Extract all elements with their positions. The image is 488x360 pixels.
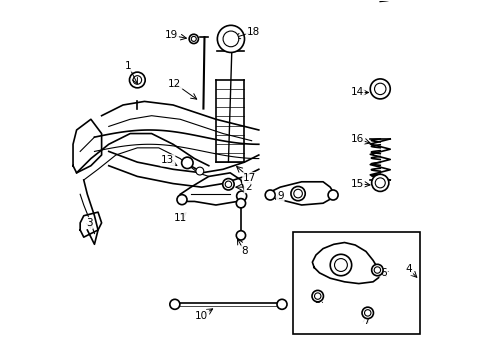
Text: 12: 12: [168, 78, 181, 89]
Circle shape: [314, 293, 320, 299]
Circle shape: [334, 258, 346, 271]
Text: 9: 9: [276, 191, 283, 201]
Circle shape: [236, 231, 245, 240]
Circle shape: [236, 191, 246, 201]
Text: 3: 3: [85, 218, 92, 228]
Text: 13: 13: [161, 156, 174, 165]
Circle shape: [361, 307, 373, 319]
Circle shape: [374, 83, 385, 95]
Text: 7: 7: [362, 316, 368, 326]
Text: 1: 1: [125, 61, 131, 71]
Circle shape: [217, 25, 244, 53]
Circle shape: [373, 267, 380, 273]
Text: 5: 5: [314, 295, 321, 305]
Text: 16: 16: [350, 134, 363, 144]
Circle shape: [276, 299, 286, 309]
Circle shape: [364, 310, 370, 316]
Text: 6: 6: [380, 268, 386, 278]
Text: 4: 4: [405, 264, 411, 274]
Text: 18: 18: [246, 27, 260, 37]
Circle shape: [371, 174, 388, 192]
Text: 8: 8: [241, 247, 247, 256]
Bar: [292, 232, 419, 334]
Circle shape: [290, 186, 305, 201]
Text: 19: 19: [164, 30, 178, 40]
Circle shape: [177, 195, 186, 204]
Text: 2: 2: [244, 182, 251, 192]
Circle shape: [264, 190, 275, 200]
Circle shape: [311, 291, 323, 302]
Circle shape: [189, 34, 198, 44]
Text: 14: 14: [350, 87, 363, 98]
Text: 15: 15: [350, 179, 363, 189]
Circle shape: [225, 181, 231, 188]
Circle shape: [181, 157, 193, 168]
Circle shape: [169, 299, 180, 309]
Circle shape: [329, 254, 351, 276]
Circle shape: [133, 76, 142, 84]
Circle shape: [129, 72, 145, 88]
Text: 17: 17: [243, 173, 256, 183]
Circle shape: [327, 190, 337, 200]
Circle shape: [222, 179, 234, 190]
Circle shape: [293, 189, 302, 198]
Circle shape: [369, 79, 389, 99]
Text: 10: 10: [195, 311, 208, 321]
Circle shape: [236, 199, 245, 208]
Circle shape: [371, 264, 382, 276]
Circle shape: [191, 36, 196, 41]
Circle shape: [374, 178, 385, 188]
Circle shape: [196, 167, 203, 175]
Text: 11: 11: [173, 212, 186, 222]
Circle shape: [223, 31, 238, 47]
